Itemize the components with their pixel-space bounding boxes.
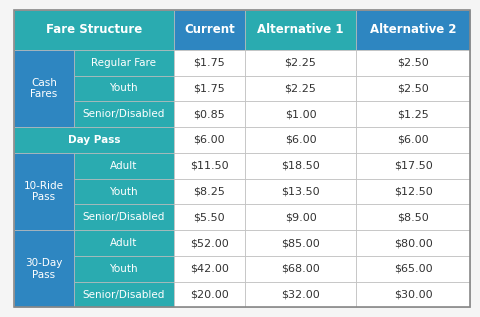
Bar	[14, 230, 74, 307]
Text: Fare Structure: Fare Structure	[46, 23, 143, 36]
Bar	[356, 282, 470, 307]
Bar	[73, 178, 174, 204]
Bar	[73, 75, 174, 101]
Text: Adult: Adult	[110, 238, 138, 248]
Bar	[14, 127, 174, 153]
Text: $12.50: $12.50	[394, 186, 433, 197]
Bar	[356, 256, 470, 282]
Bar	[174, 10, 245, 50]
Bar	[356, 50, 470, 75]
Text: Cash
Fares: Cash Fares	[30, 78, 58, 99]
Bar	[73, 153, 174, 178]
Text: $1.25: $1.25	[397, 109, 429, 119]
Text: $85.00: $85.00	[281, 238, 320, 248]
Text: $9.00: $9.00	[285, 212, 316, 222]
Text: Senior/Disabled: Senior/Disabled	[83, 109, 165, 119]
Bar	[174, 75, 245, 101]
Bar	[174, 256, 245, 282]
Bar	[174, 282, 245, 307]
Text: $68.00: $68.00	[281, 264, 320, 274]
Bar	[73, 50, 174, 75]
Bar	[245, 50, 356, 75]
Bar	[245, 256, 356, 282]
Text: Youth: Youth	[109, 264, 138, 274]
Text: $18.50: $18.50	[281, 161, 320, 171]
Bar	[73, 101, 174, 127]
Text: Day Pass: Day Pass	[68, 135, 120, 145]
Bar	[356, 230, 470, 256]
Text: Youth: Youth	[109, 186, 138, 197]
Text: $2.50: $2.50	[397, 58, 429, 68]
Text: $42.00: $42.00	[190, 264, 229, 274]
Bar	[14, 50, 74, 127]
Text: $30.00: $30.00	[394, 290, 432, 300]
Bar	[174, 230, 245, 256]
Text: 10-Ride
Pass: 10-Ride Pass	[24, 181, 64, 202]
Text: Alternative 1: Alternative 1	[257, 23, 344, 36]
Text: $6.00: $6.00	[285, 135, 316, 145]
Bar	[174, 127, 245, 153]
Bar	[245, 282, 356, 307]
Bar	[14, 10, 174, 50]
Text: $6.00: $6.00	[397, 135, 429, 145]
Bar	[245, 75, 356, 101]
Text: $20.00: $20.00	[190, 290, 228, 300]
Bar	[73, 282, 174, 307]
Bar	[245, 127, 356, 153]
Text: $11.50: $11.50	[190, 161, 228, 171]
Bar	[245, 178, 356, 204]
Text: Senior/Disabled: Senior/Disabled	[83, 290, 165, 300]
Bar	[356, 10, 470, 50]
Bar	[174, 50, 245, 75]
Bar	[245, 10, 356, 50]
Bar	[14, 153, 74, 230]
Text: $80.00: $80.00	[394, 238, 433, 248]
Bar	[174, 153, 245, 178]
Bar	[356, 101, 470, 127]
Bar	[245, 101, 356, 127]
Bar	[245, 153, 356, 178]
Text: Current: Current	[184, 23, 235, 36]
Text: $2.25: $2.25	[285, 58, 316, 68]
Text: Senior/Disabled: Senior/Disabled	[83, 212, 165, 222]
Text: $52.00: $52.00	[190, 238, 228, 248]
Text: $2.25: $2.25	[285, 83, 316, 94]
Bar	[245, 230, 356, 256]
Text: $1.75: $1.75	[193, 58, 225, 68]
Text: $0.85: $0.85	[193, 109, 225, 119]
Text: $8.25: $8.25	[193, 186, 225, 197]
Text: 30-Day
Pass: 30-Day Pass	[25, 258, 63, 280]
Bar	[356, 127, 470, 153]
Bar	[174, 178, 245, 204]
Text: $32.00: $32.00	[281, 290, 320, 300]
Text: $6.00: $6.00	[193, 135, 225, 145]
Text: $1.75: $1.75	[193, 83, 225, 94]
Text: $17.50: $17.50	[394, 161, 433, 171]
Bar	[356, 204, 470, 230]
Bar	[73, 230, 174, 256]
Text: $13.50: $13.50	[281, 186, 320, 197]
Text: $2.50: $2.50	[397, 83, 429, 94]
Bar	[174, 101, 245, 127]
Text: Alternative 2: Alternative 2	[370, 23, 456, 36]
Text: Youth: Youth	[109, 83, 138, 94]
Bar	[73, 204, 174, 230]
Text: Regular Fare: Regular Fare	[91, 58, 156, 68]
Text: $5.50: $5.50	[193, 212, 225, 222]
Text: $65.00: $65.00	[394, 264, 432, 274]
Bar	[174, 204, 245, 230]
Text: $8.50: $8.50	[397, 212, 429, 222]
Text: Adult: Adult	[110, 161, 138, 171]
Bar	[356, 178, 470, 204]
Bar	[356, 153, 470, 178]
Bar	[356, 75, 470, 101]
Bar	[73, 256, 174, 282]
Bar	[245, 204, 356, 230]
Text: $1.00: $1.00	[285, 109, 316, 119]
